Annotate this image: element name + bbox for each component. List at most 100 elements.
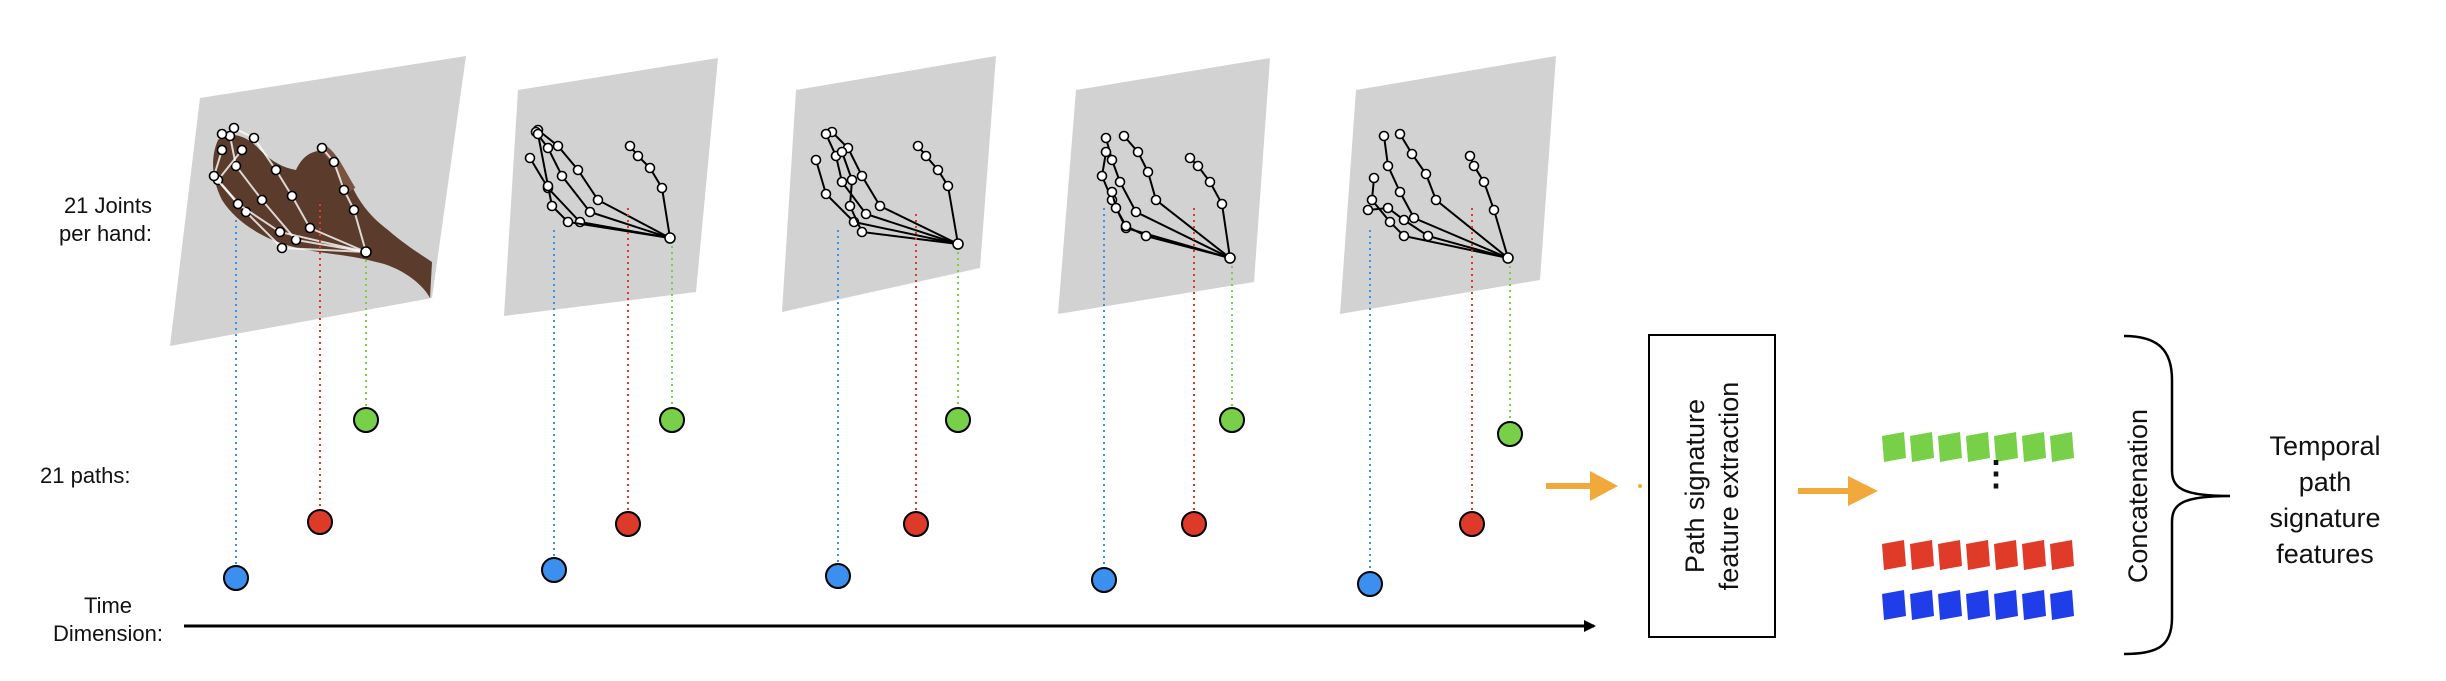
joint-node: [1106, 154, 1118, 166]
joint-node: [304, 222, 316, 234]
feature-square: [1910, 432, 1934, 462]
joint-node: [656, 182, 668, 194]
joints-label-line2: per hand:: [59, 221, 152, 246]
frame-3: [782, 56, 996, 312]
path-signature-extraction-label: Path signature feature extraction: [1678, 336, 1746, 636]
frame-2-path-markers: [541, 208, 685, 583]
joint-node: [274, 226, 286, 238]
frame-2: [504, 58, 718, 316]
joint-node: [836, 146, 848, 158]
joint-node: [552, 140, 564, 152]
joint-node: [1394, 186, 1406, 198]
joint-node: [584, 206, 596, 218]
frame-1-path-markers: [223, 204, 379, 591]
extraction-label-line1: Path signature: [1680, 398, 1710, 574]
feature-row-green: [1882, 432, 2074, 462]
joint-node: [208, 170, 220, 182]
joint-node: [836, 176, 848, 188]
joint-node: [1110, 202, 1122, 214]
frame-panel: [1340, 56, 1556, 314]
joint-node: [230, 160, 242, 172]
joint-node: [1422, 230, 1434, 242]
frame-5: [1340, 56, 1556, 314]
joint-node: [1368, 172, 1380, 184]
path-signature-extraction-box: [1648, 334, 1776, 638]
temporal-path-signature-features-label: Temporal path signature features: [2240, 428, 2410, 572]
green-path-marker: [945, 407, 971, 433]
joint-node: [1406, 148, 1418, 160]
joint-node: [562, 216, 574, 228]
joint-node: [1106, 186, 1118, 198]
feature-square: [1882, 590, 1906, 620]
joint-node: [524, 152, 536, 164]
paths-label: 21 paths:: [40, 463, 131, 488]
wrist-joint-node: [664, 232, 676, 244]
joint-node: [248, 132, 260, 144]
joint-node: [1118, 130, 1130, 142]
feature-square: [2050, 590, 2074, 620]
joints-label-line1: 21 Joints: [63, 193, 152, 218]
joint-node: [820, 188, 832, 200]
feature-square: [1994, 432, 2018, 462]
feature-square: [1882, 540, 1906, 570]
time-dimension-label: Time Dimension:: [30, 592, 186, 648]
extraction-label-line2: feature extraction: [1714, 381, 1744, 591]
joint-node: [932, 164, 944, 176]
joint-node: [1140, 230, 1152, 242]
joint-node: [820, 128, 832, 140]
joint-node: [286, 190, 298, 202]
joint-node: [1398, 230, 1410, 242]
frame-panel: [782, 56, 996, 312]
hand-image: [208, 122, 432, 298]
joint-node: [1394, 128, 1406, 140]
frame-panel: [504, 58, 718, 316]
joint-node: [1398, 214, 1410, 226]
feature-square: [2050, 432, 2074, 462]
joint-node: [232, 198, 244, 210]
joint-node: [556, 170, 568, 182]
orange-arrow-to-extraction: [1546, 471, 1642, 501]
joint-node: [216, 144, 228, 156]
joint-node: [624, 140, 636, 152]
concatenation-label: Concatenation: [2123, 408, 2153, 584]
feature-square: [1910, 540, 1934, 570]
joint-node: [1382, 202, 1394, 214]
joint-node: [216, 128, 228, 140]
joint-node: [1430, 194, 1442, 206]
joint-node: [920, 150, 932, 162]
hand-skeleton: [524, 124, 676, 244]
feature-square: [2022, 540, 2046, 570]
paths-layer: [223, 204, 1523, 597]
joint-node: [1114, 176, 1126, 188]
wrist-joint-node: [1502, 252, 1514, 264]
feature-square: [2022, 432, 2046, 462]
joint-node: [1378, 130, 1390, 142]
frame-4-path-markers: [1091, 208, 1245, 593]
joint-node: [316, 142, 328, 154]
joint-node: [942, 180, 954, 192]
feature-square: [1966, 590, 1990, 620]
frames-layer: [170, 56, 1556, 346]
arrows-layer: [1546, 471, 1878, 506]
joint-node: [846, 174, 858, 186]
joint-node: [532, 128, 544, 140]
wrist-joint-node: [1224, 252, 1236, 264]
green-path-marker: [659, 407, 685, 433]
joint-node: [1384, 216, 1396, 228]
output-label-line4: features: [2276, 539, 2374, 569]
feature-square: [1966, 432, 1990, 462]
joint-node: [1362, 204, 1374, 216]
joint-node: [1192, 160, 1204, 172]
green-path-marker: [353, 407, 379, 433]
joint-node: [1408, 212, 1420, 224]
joint-node: [1142, 166, 1154, 178]
finger-bones: [815, 159, 959, 245]
green-path-marker: [1219, 407, 1245, 433]
blue-path-marker: [1357, 571, 1383, 597]
red-path-marker: [615, 511, 641, 537]
joint-node: [1096, 170, 1108, 182]
joint-node: [1184, 152, 1196, 164]
joint-node: [1100, 132, 1112, 144]
frame-3-path-markers: [825, 214, 971, 589]
joint-node: [1216, 198, 1228, 210]
